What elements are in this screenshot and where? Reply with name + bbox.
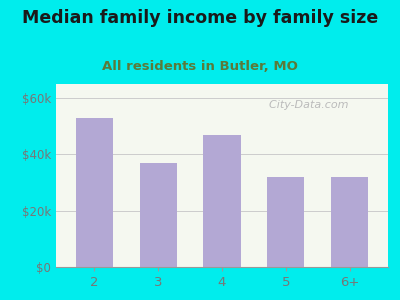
Text: All residents in Butler, MO: All residents in Butler, MO <box>102 60 298 73</box>
Bar <box>204 135 240 267</box>
Text: Median family income by family size: Median family income by family size <box>22 9 378 27</box>
Bar <box>267 177 304 267</box>
Bar <box>331 177 368 267</box>
Bar <box>76 118 113 267</box>
Text: City-Data.com: City-Data.com <box>262 100 348 110</box>
Bar <box>140 163 177 267</box>
